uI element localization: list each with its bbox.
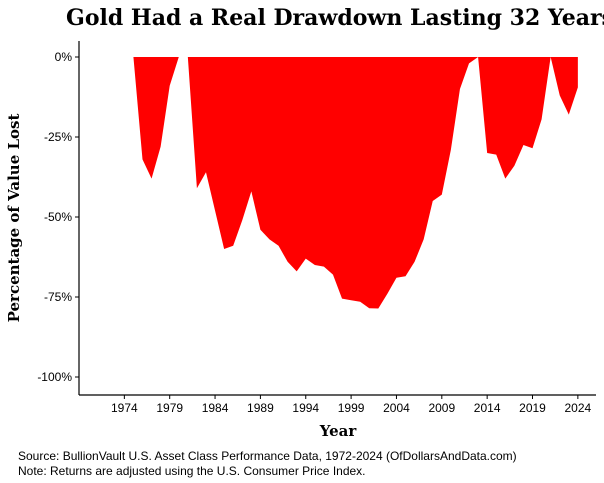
x-axis-ticks: 1974 1979 1984 1989 1994 1999 2004 2009 2014 2019…: [111, 395, 592, 415]
x-tick-label: 1994: [292, 401, 319, 415]
y-tick-label: 0%: [55, 50, 73, 64]
y-tick-label: -100%: [37, 370, 72, 384]
x-tick-label: 1974: [111, 401, 138, 415]
x-tick-label: 2024: [565, 401, 592, 415]
x-tick-label: 1984: [202, 401, 229, 415]
x-tick-label: 2019: [519, 401, 546, 415]
x-tick-label: 2014: [474, 401, 501, 415]
x-tick-label: 1999: [338, 401, 365, 415]
y-tick-label: -50%: [44, 210, 72, 224]
source-note: Source: BullionVault U.S. Asset Class Pe…: [18, 449, 517, 463]
y-tick-label: -75%: [44, 290, 72, 304]
plot-area: [133, 57, 578, 309]
chart-title: Gold Had a Real Drawdown Lasting 32 Year…: [66, 5, 604, 31]
x-tick-label: 1989: [247, 401, 274, 415]
x-axis-title: Year: [319, 422, 358, 440]
x-tick-label: 1979: [156, 401, 183, 415]
y-axis-ticks: 0% -25% -50% -75% -100%: [37, 50, 79, 384]
x-tick-label: 2009: [428, 401, 455, 415]
returns-note: Note: Returns are adjusted using the U.S…: [18, 464, 366, 478]
x-tick-label: 2004: [383, 401, 410, 415]
y-tick-label: -25%: [44, 130, 72, 144]
drawdown-area: [133, 57, 578, 309]
y-axis-title: Percentage of Value Lost: [5, 114, 23, 323]
